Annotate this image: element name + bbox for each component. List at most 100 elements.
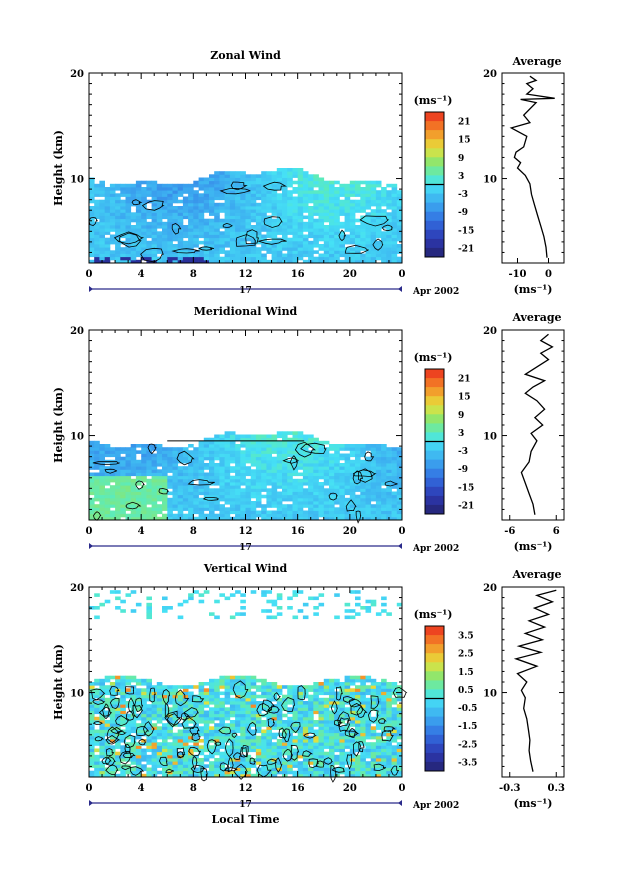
contour-line [352, 469, 377, 478]
heatmap-cell [329, 472, 335, 477]
heatmap-cell [349, 501, 356, 505]
heatmap-cell [334, 593, 340, 597]
heatmap-cell [365, 240, 372, 245]
heatmap-cell [344, 444, 351, 448]
colorbar-swatch [425, 369, 444, 379]
heatmap-cell [172, 190, 179, 194]
heatmap-cell [182, 196, 189, 201]
heatmap-cell [276, 434, 283, 439]
heatmap-cell [224, 685, 231, 689]
heatmap-cell [339, 237, 345, 242]
heatmap-cell [109, 729, 116, 734]
heatmap-cell [109, 688, 116, 692]
heatmap-cell [313, 209, 319, 213]
heatmap-cell [172, 501, 179, 505]
heatmap-cell [370, 716, 377, 721]
heatmap-cell [334, 615, 340, 620]
heatmap-cell [229, 431, 236, 435]
heatmap-cell [172, 228, 179, 232]
heatmap-cell [135, 678, 142, 683]
heatmap-cell [219, 685, 225, 689]
heatmap-cell [94, 244, 100, 248]
heatmap-cell [329, 215, 335, 220]
heatmap-cell [188, 729, 194, 734]
heatmap-cell [313, 447, 319, 451]
heatmap-cell [313, 767, 319, 772]
heatmap-cell [188, 206, 194, 210]
heatmap-cell [250, 716, 257, 721]
heatmap-cell [282, 253, 288, 258]
heatmap-cell [214, 180, 220, 185]
heatmap-cell [219, 697, 225, 702]
heatmap-cell [282, 475, 288, 480]
heatmap-cell [292, 516, 299, 521]
heatmap-cell [339, 231, 345, 235]
heatmap-cell [313, 685, 319, 689]
heatmap-cell [224, 250, 231, 254]
heatmap-cell [396, 466, 403, 470]
heatmap-cell [255, 688, 262, 692]
heatmap-cell [229, 234, 236, 239]
heatmap-cell [235, 253, 241, 258]
x-tick-label: 0 [399, 269, 406, 280]
heatmap-cell [329, 228, 335, 232]
heatmap-cell [125, 682, 132, 686]
heatmap-cell [141, 497, 147, 502]
heatmap-cell [339, 206, 345, 210]
heatmap-cell [182, 212, 189, 216]
heatmap-cell [323, 212, 330, 216]
heatmap-cell [308, 231, 314, 235]
heatmap-cell [219, 459, 225, 464]
heatmap-cell [224, 485, 231, 489]
heatmap-cell [156, 764, 163, 768]
heatmap-cell [146, 754, 152, 759]
heatmap-cell [240, 212, 246, 216]
heatmap-cell [375, 463, 382, 467]
heatmap-cell [224, 225, 231, 229]
heatmap-cell [146, 259, 152, 264]
heatmap-cell [370, 494, 377, 499]
heatmap-cell [302, 701, 309, 705]
heatmap-cell [261, 447, 267, 451]
heatmap-cell [115, 485, 121, 489]
heatmap-cell [214, 599, 220, 604]
colorbar-swatch [425, 396, 444, 406]
heatmap-cell [224, 444, 231, 448]
heatmap-cell [209, 472, 215, 477]
heatmap-cell [240, 202, 246, 207]
heatmap-cell [271, 688, 278, 692]
heatmap-cell [219, 488, 225, 492]
heatmap-cell [282, 764, 288, 768]
colorbar-swatch [425, 112, 444, 122]
heatmap-cell [282, 761, 288, 765]
heatmap-cell [261, 225, 267, 229]
heatmap-cell [235, 767, 241, 772]
heatmap-cell [94, 516, 100, 521]
heatmap-cell [282, 247, 288, 251]
heatmap-cell [89, 491, 95, 496]
heatmap-cell [287, 688, 293, 692]
heatmap-cell [229, 697, 236, 702]
heatmap-cell [360, 497, 366, 502]
heatmap-cell [344, 513, 351, 518]
heatmap-cell [245, 218, 252, 223]
heatmap-cell [329, 723, 335, 727]
heatmap-cell [318, 513, 325, 518]
heatmap-cell [349, 225, 356, 229]
heatmap-cell [94, 688, 100, 692]
heatmap-cell [318, 202, 325, 207]
heatmap-cell [182, 685, 189, 689]
heatmap-cell [229, 218, 236, 223]
heatmap-cell [177, 475, 184, 480]
heatmap-cell [141, 190, 147, 194]
heatmap-cell [219, 764, 225, 768]
heatmap-cell [355, 732, 361, 737]
heatmap-cell [214, 453, 220, 458]
heatmap-cell [323, 494, 330, 499]
heatmap-cell [375, 180, 382, 185]
heatmap-cell [224, 256, 231, 261]
heatmap-cell [287, 739, 293, 743]
heatmap-cell [318, 704, 325, 708]
heatmap-cell [355, 501, 361, 505]
x-tick-label: 16 [291, 526, 305, 537]
